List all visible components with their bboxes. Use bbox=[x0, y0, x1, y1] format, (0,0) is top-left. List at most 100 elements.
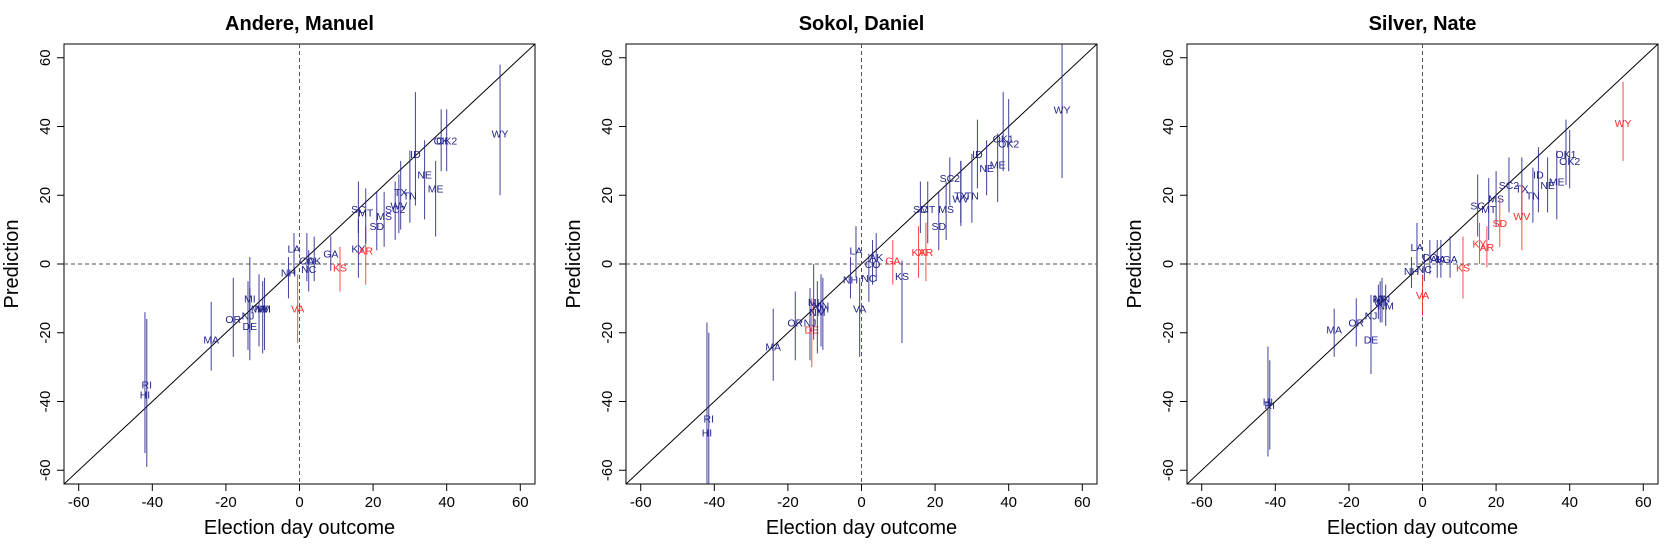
x-axis-label: Election day outcome bbox=[204, 517, 395, 539]
y-tick-label: 0 bbox=[599, 260, 616, 268]
y-tick-label: 40 bbox=[599, 118, 616, 135]
chart-panel-1: Andere, Manuel Election day outcome Predic… bbox=[1, 13, 536, 539]
x-tick-label: -20 bbox=[215, 494, 237, 511]
point-label-ga: GA bbox=[323, 249, 338, 261]
point-label-de: DE bbox=[243, 321, 258, 333]
point-label-mt: MT bbox=[358, 207, 374, 219]
y-tick-label: -60 bbox=[37, 459, 54, 481]
y-tick-label: 0 bbox=[37, 260, 54, 268]
x-tick-label: 40 bbox=[438, 494, 455, 511]
y-tick-label: -40 bbox=[599, 391, 616, 413]
x-tick-label: -60 bbox=[630, 494, 652, 511]
point-label-tn: TN bbox=[965, 190, 979, 202]
y-tick-label: 60 bbox=[599, 49, 616, 66]
point-label-ga: GA bbox=[1443, 254, 1458, 266]
y-tick-label: -60 bbox=[599, 459, 616, 481]
point-label-ar: AR bbox=[358, 245, 373, 257]
point-label-ma: MA bbox=[203, 335, 219, 347]
x-tick-label: 60 bbox=[1635, 494, 1652, 511]
point-label-ar: AR bbox=[919, 247, 934, 259]
y-tick-label: -40 bbox=[37, 391, 54, 413]
y-tick-label: -20 bbox=[37, 322, 54, 344]
point-label-wi: WI bbox=[1374, 297, 1387, 309]
point-label-or: OR bbox=[1348, 317, 1364, 329]
point-label-ma: MA bbox=[1326, 324, 1342, 336]
chart-title: Andere, Manuel bbox=[225, 13, 374, 35]
point-label-sd: SD bbox=[369, 221, 384, 233]
point-label-ri: RI bbox=[1265, 400, 1276, 412]
point-label-wi: WI bbox=[258, 304, 271, 316]
point-label-id: ID bbox=[1533, 170, 1544, 182]
x-tick-label: -20 bbox=[777, 494, 799, 511]
point-label-id: ID bbox=[410, 149, 421, 161]
x-tick-label: 20 bbox=[927, 494, 944, 511]
y-axis-label: Prediction bbox=[563, 220, 585, 309]
point-label-ri: RI bbox=[142, 379, 153, 391]
plot-area: HIRIMAORDENJMIMNNMWIVANHLANCCOAKIAGAKSKY… bbox=[1187, 44, 1658, 484]
chart-title: Silver, Nate bbox=[1369, 13, 1477, 35]
point-label-ok1: OK1 bbox=[1556, 149, 1577, 161]
point-label-co: CO bbox=[299, 256, 315, 268]
point-label-nm: NM bbox=[255, 304, 271, 316]
x-tick-label: 0 bbox=[857, 494, 865, 511]
point-label-hi: HI bbox=[1263, 397, 1274, 409]
point-label-tx: TX bbox=[394, 187, 407, 199]
x-tick-label: -40 bbox=[141, 494, 163, 511]
point-label-ma: MA bbox=[765, 342, 781, 354]
x-tick-label: 60 bbox=[512, 494, 529, 511]
point-label-nc: NC bbox=[861, 273, 877, 285]
point-label-ms: MS bbox=[1488, 194, 1504, 206]
point-label-sc: SC bbox=[1470, 201, 1485, 213]
point-label-ms: MS bbox=[376, 211, 392, 223]
x-tick-label: -60 bbox=[68, 494, 90, 511]
point-label-sc: SC bbox=[913, 204, 928, 216]
point-label-nc: NC bbox=[301, 264, 317, 276]
y-axis-label: Prediction bbox=[1124, 220, 1146, 309]
point-label-or: OR bbox=[787, 317, 803, 329]
point-label-ne: NE bbox=[1540, 180, 1555, 192]
point-label-co: CO bbox=[865, 259, 881, 271]
point-label-sc: SC bbox=[351, 204, 366, 216]
point-label-hi: HI bbox=[140, 390, 151, 402]
point-label-mi: MI bbox=[808, 297, 820, 309]
x-axis-label: Election day outcome bbox=[766, 517, 957, 539]
point-label-ri: RI bbox=[704, 414, 715, 426]
point-label-or: OR bbox=[225, 314, 241, 326]
x-tick-label: 20 bbox=[365, 494, 382, 511]
point-label-ms: MS bbox=[938, 204, 954, 216]
y-tick-label: 60 bbox=[37, 49, 54, 66]
point-label-de: DE bbox=[1364, 335, 1379, 347]
point-label-ia: IA bbox=[1436, 254, 1446, 266]
chart-panel-3: Silver, Nate Election day outcome Predicti… bbox=[1124, 13, 1659, 539]
point-label-id: ID bbox=[972, 149, 983, 161]
point-label-me: ME bbox=[990, 159, 1006, 171]
point-label-ks: KS bbox=[333, 262, 347, 274]
point-label-la: LA bbox=[288, 244, 301, 256]
point-label-ok: OK bbox=[434, 135, 449, 147]
point-label-ar: AR bbox=[1480, 242, 1495, 254]
point-label-tn: TN bbox=[403, 190, 417, 202]
chart-panel-2: Sokol, Daniel Election day outcome Predict… bbox=[563, 13, 1098, 539]
y-tick-label: 20 bbox=[599, 187, 616, 204]
point-label-wy: WY bbox=[1615, 118, 1632, 130]
point-label-ky: KY bbox=[351, 244, 365, 256]
point-label-wv: WV bbox=[390, 201, 407, 213]
point-label-nm: NM bbox=[809, 307, 825, 319]
point-label-tn: TN bbox=[1526, 190, 1540, 202]
point-label-sc2: SC2 bbox=[940, 173, 961, 185]
point-label-ok2: OK2 bbox=[1559, 156, 1580, 168]
y-tick-label: 0 bbox=[1160, 260, 1177, 268]
x-tick-label: -60 bbox=[1191, 494, 1213, 511]
y-tick-label: -60 bbox=[1160, 459, 1177, 481]
point-label-ne: NE bbox=[979, 163, 994, 175]
point-label-me: ME bbox=[428, 183, 444, 195]
point-label-nh: NH bbox=[1404, 266, 1419, 278]
y-tick-label: -40 bbox=[1160, 391, 1177, 413]
y-tick-label: -20 bbox=[599, 322, 616, 344]
point-label-mi: MI bbox=[1373, 293, 1385, 305]
point-label-la: LA bbox=[850, 245, 863, 257]
x-tick-label: 20 bbox=[1488, 494, 1505, 511]
point-label-ok2: OK2 bbox=[998, 139, 1019, 151]
